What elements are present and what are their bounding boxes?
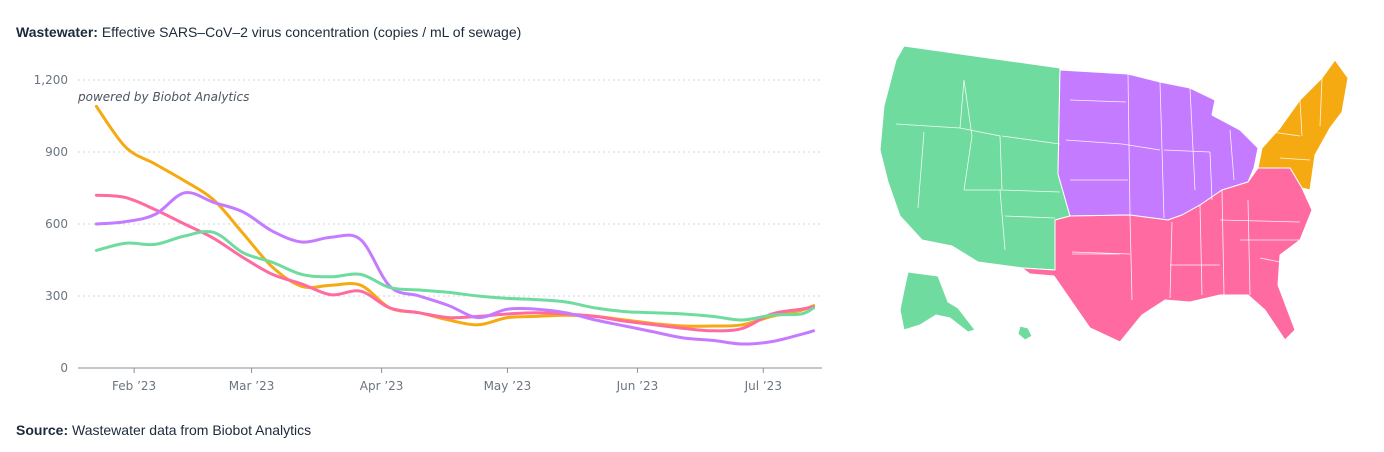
map-region-northeast [1257,59,1349,191]
series-line-south [94,193,816,333]
y-tick-label: 1,200 [34,73,68,87]
x-tick-label: Jul ’23 [744,379,782,393]
source-bold: Source: [16,422,69,438]
us-region-map [879,45,1349,343]
chart-title-text: Effective SARS–CoV–2 virus concentration… [101,24,522,40]
chart-title-bold: Wastewater: [16,24,98,40]
map-region-west [879,45,1071,271]
y-tick-label: 900 [45,145,68,159]
y-axis-ticks: 0 300 600 900 1,200 [34,73,68,375]
credit-label: powered by Biobot Analytics [77,90,249,104]
x-axis-ticks: Feb ’23 Mar ’23 Apr ’23 May ’23 Jun ’23 Jul ’… [112,368,782,393]
x-tick-label: Jun ’23 [616,379,659,393]
state-borders [895,73,1323,301]
map-region-hawaii [1017,325,1033,341]
x-tick-label: May ’23 [484,379,532,393]
series-line-midwest [94,191,816,346]
map-region-alaska [899,271,976,333]
chart-title: Wastewater: Effective SARS–CoV–2 virus c… [16,24,521,40]
y-tick-label: 0 [60,361,68,375]
series-lines [94,104,816,346]
source-note: Source: Wastewater data from Biobot Anal… [16,422,311,438]
source-text: Wastewater data from Biobot Analytics [72,422,312,438]
series-line-west [94,230,816,322]
y-tick-label: 600 [45,217,68,231]
gridlines [78,79,822,369]
x-tick-label: Feb ’23 [112,379,156,393]
line-chart: 0 300 600 900 1,200 Feb ’23 Mar ’23 Apr ’23 May… [34,73,822,393]
x-tick-label: Mar ’23 [229,379,275,393]
y-tick-label: 300 [45,289,68,303]
x-tick-label: Apr ’23 [360,379,404,393]
